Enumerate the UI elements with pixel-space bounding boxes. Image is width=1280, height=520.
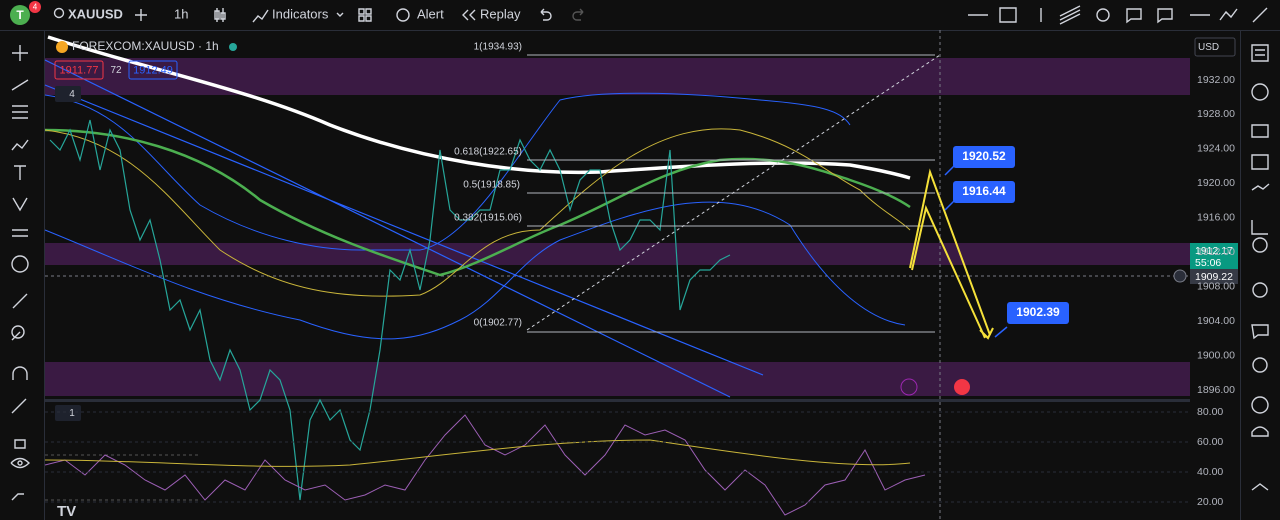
callout-label: 1920.52 [962, 149, 1006, 163]
price-path [49, 119, 731, 501]
fib-label: 0.382(1915.06) [454, 213, 522, 224]
search-icon [53, 7, 65, 19]
left-tools [10, 45, 30, 501]
undo[interactable] [540, 8, 552, 21]
moving-average-20 [44, 128, 911, 297]
fib-label: 0.5(1918.85) [463, 180, 520, 191]
indicator-toggle[interactable] [55, 86, 81, 102]
indicator-count: 1 [69, 408, 75, 419]
ask: 1912.49 [133, 64, 173, 76]
price-tick: 1924.00 [1197, 143, 1235, 155]
badge-count: 4 [33, 3, 38, 12]
indicators-icon [252, 9, 269, 23]
spread: 72 [110, 65, 122, 76]
top-toolbar [0, 0, 1280, 30]
currency[interactable]: USD [1198, 42, 1219, 53]
fib-label: 0(1902.77) [474, 318, 522, 329]
price-tick: 1908.00 [1197, 280, 1235, 292]
avatar[interactable] [10, 5, 30, 25]
legend-title: FOREXCOM:XAUUSD · 1h [72, 39, 219, 53]
brand-logo: TV [57, 503, 76, 520]
drawing-tools [968, 5, 1268, 25]
crosshair-plus[interactable] [1173, 269, 1187, 283]
callout [953, 181, 1015, 203]
rsi-tick: 20.00 [1197, 496, 1223, 508]
symbol-logo [56, 41, 68, 53]
badge [29, 1, 41, 13]
price-tick: 1904.00 [1197, 315, 1235, 327]
crosshair-price: 1909.22 [1195, 271, 1233, 283]
callout [1007, 302, 1069, 324]
callout-label: 1902.39 [1016, 305, 1060, 319]
channel [44, 59, 764, 398]
callout-label: 1916.44 [962, 184, 1006, 198]
rsi-tick: 60.00 [1197, 436, 1223, 448]
avatar-letter: T [16, 8, 24, 22]
interval[interactable]: 1h [174, 6, 188, 21]
symbol[interactable]: XAUUSD [68, 6, 123, 21]
price-tick: 1916.00 [1197, 212, 1235, 224]
callout [953, 146, 1015, 168]
dropdown[interactable] [336, 12, 344, 17]
moving-average-50 [44, 128, 911, 277]
price-tick: 1900.00 [1197, 349, 1235, 361]
replay-icon [462, 9, 476, 21]
moving-average-200 [47, 35, 911, 180]
indicator-toggle[interactable] [55, 405, 81, 421]
price-tick: 1932.00 [1197, 74, 1235, 86]
right-tools [1251, 44, 1270, 491]
bid: 1911.77 [60, 64, 99, 76]
fib-label: 0.618(1922.65) [454, 147, 522, 158]
fib-trend [526, 54, 941, 331]
buy-box[interactable] [128, 60, 178, 80]
countdown: 55:06 [1195, 257, 1221, 269]
alert-icon [396, 8, 410, 22]
arrow-head [979, 327, 994, 340]
alert[interactable]: Alert [417, 6, 444, 21]
event-flag[interactable] [954, 379, 970, 395]
add-symbol[interactable] [135, 9, 147, 21]
price-tick: 1928.00 [1197, 108, 1235, 120]
layouts[interactable] [358, 8, 372, 22]
bollinger-upper [44, 92, 851, 251]
rsi-tick: 80.00 [1197, 406, 1223, 418]
last-price-box [1190, 243, 1238, 270]
price-tick: 1896.00 [1197, 384, 1235, 396]
redo[interactable] [572, 8, 584, 21]
indicators[interactable]: Indicators [272, 6, 329, 21]
event-icon[interactable] [900, 378, 918, 396]
rsi-bands [45, 454, 200, 501]
callout-pointers [944, 164, 1008, 338]
last-price: 1912.17 [1195, 245, 1233, 257]
bollinger-lower [44, 201, 906, 340]
currency-box[interactable] [1194, 37, 1236, 57]
fib-levels [527, 54, 935, 333]
rsi-line [44, 414, 926, 516]
rsi-ma [44, 439, 911, 467]
fib-label: 1(1934.93) [474, 42, 522, 53]
crosshair-box [1190, 269, 1238, 284]
price-tick: 1920.00 [1197, 177, 1235, 189]
rsi-tick: 40.00 [1197, 466, 1223, 478]
chart-type[interactable] [214, 8, 226, 22]
indicator-count: 4 [69, 89, 75, 100]
price-tick: 1912.00 [1197, 246, 1235, 258]
sell-box[interactable] [54, 60, 104, 80]
replay[interactable]: Replay [480, 6, 521, 21]
market-status [229, 43, 237, 51]
projection-arrows [909, 168, 991, 339]
